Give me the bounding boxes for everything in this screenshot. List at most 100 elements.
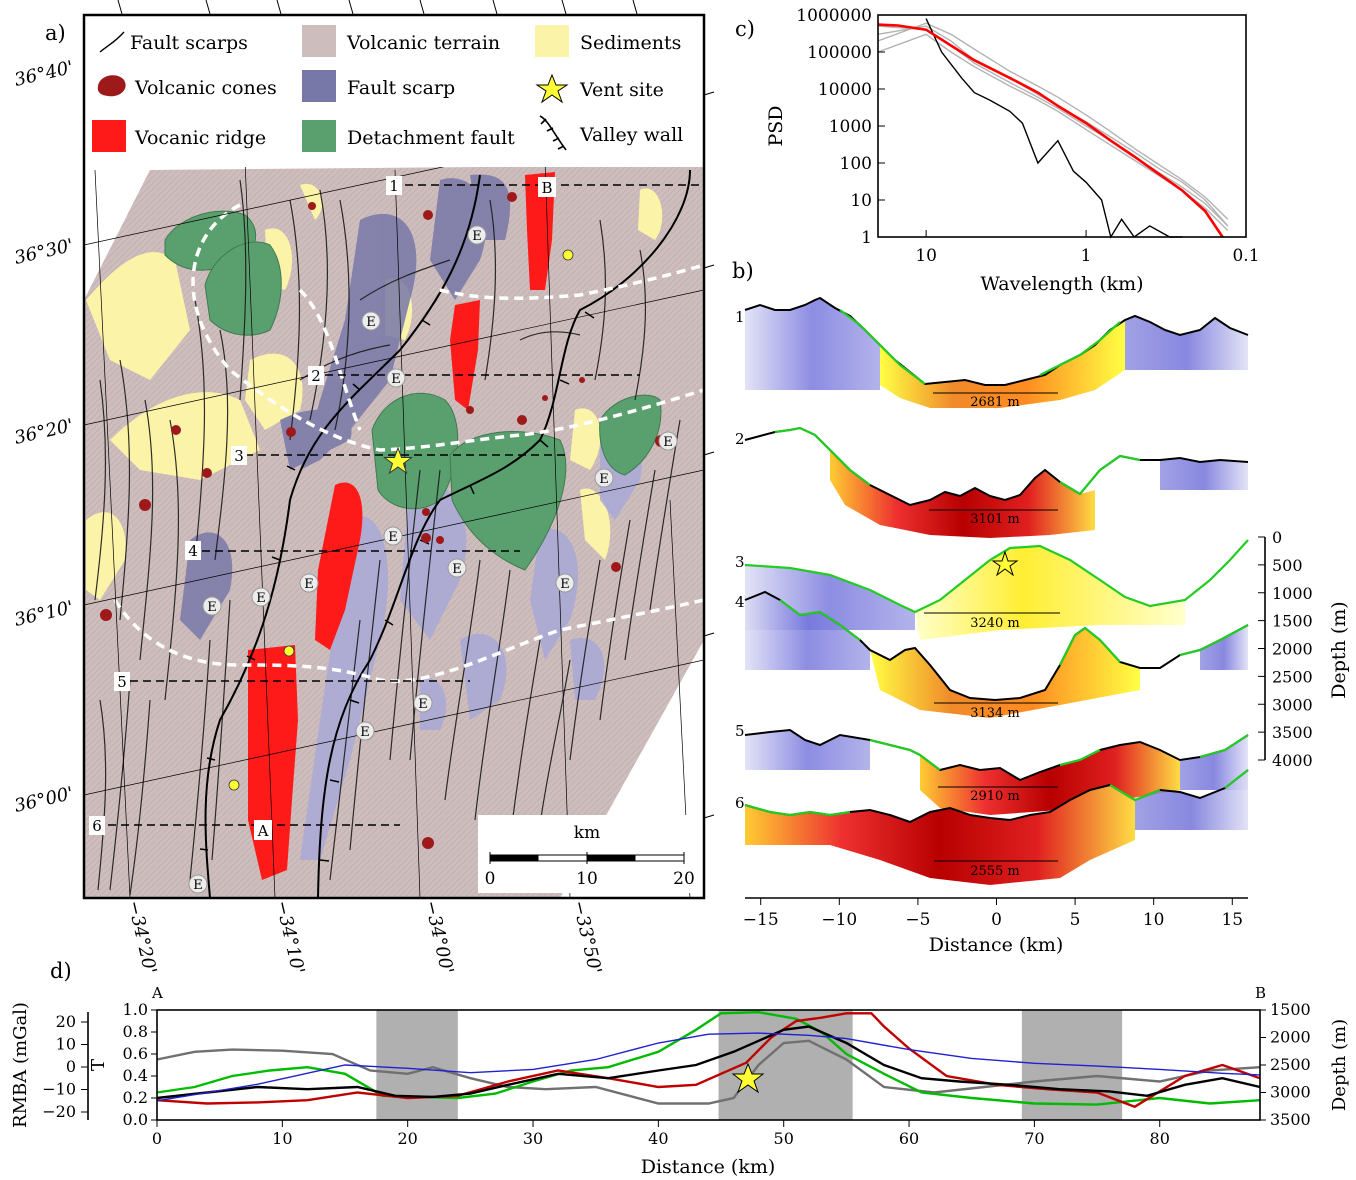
d-depth-tick-label: 2000 [1270, 1028, 1311, 1047]
psd-ticks: 10 1 0.1 1 10 100 1000 10000 100000 1000000 [796, 6, 1259, 266]
svg-text:E: E [472, 229, 482, 244]
d-x-tick-label: 10 [272, 1129, 292, 1148]
lon-label: −33°50' [568, 898, 605, 976]
profile-width-label: 2910 m [970, 789, 1020, 804]
lat-label: 36°00' [12, 783, 75, 817]
profile-number: 6 [735, 794, 745, 812]
d-depth-axis-label: Depth (m) [1329, 1019, 1350, 1111]
fault-scarps-legend-icon [99, 31, 125, 53]
psd-series-line [877, 22, 1229, 220]
along-axis-series-line [156, 1025, 1261, 1100]
lon-label: −34°00' [420, 898, 457, 976]
d-x-tick-label: 60 [899, 1129, 919, 1148]
psd-series-line [877, 25, 1229, 227]
scale-bar: km 0 10 20 [478, 815, 698, 893]
valley-walls [204, 169, 691, 898]
e-marker: E [386, 368, 406, 388]
depth-tick-label: 2000 [1272, 640, 1313, 659]
depth-tick-label: 0 [1272, 528, 1282, 547]
t-tick-label: 0.2 [123, 1088, 148, 1107]
map-legend: Fault scarps Volcanic terrain Sediments … [84, 15, 704, 167]
d-x-tick-label: 70 [1024, 1129, 1044, 1148]
valley-wall-ticks [199, 311, 595, 862]
profile-label-map: 4 [188, 542, 198, 560]
svg-text:E: E [366, 315, 376, 330]
legend-fault-scarps: Fault scarps [130, 32, 248, 54]
depth-ticks: 0 500 1000 1500 2000 2500 3000 3500 4000 [1258, 528, 1313, 770]
depth-tick-label: 4000 [1272, 751, 1313, 770]
legend-volcanic-terrain: Volcanic terrain [346, 32, 500, 54]
profile-x-tick-label: −15 [743, 910, 779, 930]
svg-text:E: E [418, 697, 428, 712]
psd-y-tick-label: 100000 [807, 43, 872, 63]
svg-text:E: E [388, 530, 398, 545]
svg-text:E: E [193, 878, 203, 893]
panel-b-label: b) [732, 259, 754, 283]
map-graticule-ticks [117, 0, 715, 819]
depth-axis-label: Depth (m) [1328, 601, 1350, 698]
profile-x-axis-label: Distance (km) [929, 934, 1064, 956]
legend-volcanic-cones: Volcanic cones [134, 77, 277, 99]
latitude-labels: 36°40' 36°30' 36°20' 36°10' 36°00' [12, 57, 75, 817]
dashed-region-boundaries [113, 203, 704, 683]
map-area: 1 2 3 4 5 6 [84, 15, 704, 898]
t-tick-label: 0.0 [123, 1110, 148, 1129]
psd-x-tick-label: 0.1 [1232, 246, 1259, 266]
depth-tick-label: 1500 [1272, 612, 1313, 631]
d-x-tick-label: 30 [523, 1129, 543, 1148]
profile-x-tick-label: 5 [1070, 910, 1081, 930]
d-x-tick-label: 50 [774, 1129, 794, 1148]
e-marker: E [299, 573, 319, 593]
profile-width-label: 3240 m [970, 616, 1020, 631]
d-series [156, 1010, 1261, 1109]
legend-valley-wall: Valley wall [579, 124, 683, 146]
scale-bar-tick: 10 [576, 869, 598, 889]
psd-y-tick-label: 10000 [818, 80, 872, 100]
profile-label-map: 1 [389, 177, 399, 195]
e-marker: E [251, 587, 271, 607]
panel-a-label: a) [45, 21, 66, 45]
rmba-tick-label: −20 [42, 1102, 76, 1121]
panel-a: a) [12, 0, 715, 976]
depth-tick-label: 500 [1272, 556, 1303, 575]
profile-x-tick-label: 15 [1221, 910, 1243, 930]
profile-x-tick-label: −5 [905, 910, 930, 930]
profile-start-label: A [151, 984, 163, 1002]
rmba-tick-label: 10 [56, 1035, 76, 1054]
svg-text:E: E [599, 472, 609, 487]
profile-6: 6 2555 m [735, 769, 1249, 885]
psd-x-tick-label: 10 [915, 246, 937, 266]
d-x-tick-label: 0 [152, 1129, 162, 1148]
legend-vent-site: Vent site [579, 79, 664, 101]
vent-marker [228, 779, 240, 791]
psd-y-tick-label: 1000000 [796, 6, 872, 26]
scale-bar-tick: 20 [673, 869, 695, 889]
profile-4: 4 3134 m [735, 590, 1249, 721]
d-x-tick-label: 20 [398, 1129, 418, 1148]
shaded-interval [376, 1010, 458, 1120]
fault-scarp-areas-light [300, 430, 642, 860]
psd-y-tick-label: 100 [840, 154, 872, 174]
psd-series-line [877, 23, 1224, 238]
lat-label: 36°30' [12, 235, 75, 269]
psd-y-tick-label: 1 [861, 228, 872, 248]
volcanic-cones [100, 192, 667, 849]
profile-label-map: 6 [92, 817, 102, 835]
psd-y-axis-label: PSD [765, 105, 787, 146]
e-marker: E [447, 558, 467, 578]
lon-label: −34°10' [271, 898, 308, 976]
profile-width-label: 3101 m [970, 512, 1020, 527]
d-depth-tick-label: 1500 [1270, 1000, 1311, 1019]
detachment-fault-swatch [302, 120, 336, 152]
t-tick-label: 1.0 [123, 1000, 148, 1019]
psd-series-line [877, 25, 1229, 227]
profile-5-line [744, 728, 1249, 782]
rmba-tick-label: −10 [42, 1080, 76, 1099]
profile-x-tick-label: 10 [1143, 910, 1165, 930]
d-x-axis-label: Distance (km) [641, 1156, 776, 1178]
profile-width-label: 2555 m [970, 864, 1020, 879]
svg-text:E: E [256, 591, 266, 606]
e-markers: E E E E E E E E E E E E E E [188, 225, 678, 894]
vent-site-star-icon [535, 73, 569, 104]
profile-1-line [744, 296, 1249, 386]
